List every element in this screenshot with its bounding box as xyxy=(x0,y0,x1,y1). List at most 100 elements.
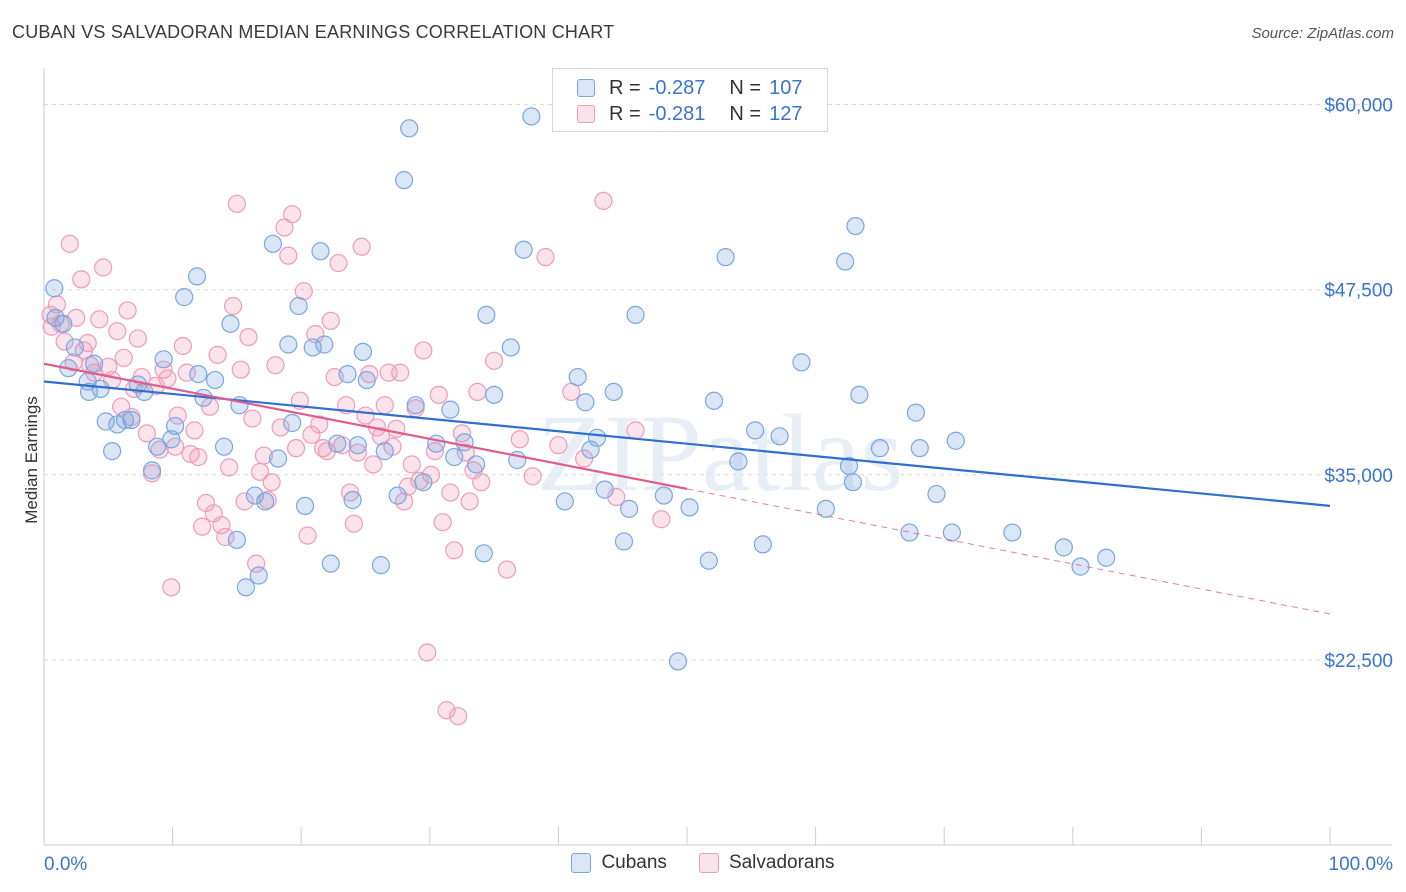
cubans-point xyxy=(175,288,194,307)
cubans-point xyxy=(154,350,173,369)
cubans-point xyxy=(245,486,265,505)
cubans-point xyxy=(1003,523,1022,542)
salvadorans-point xyxy=(193,517,212,536)
cubans-point xyxy=(753,535,772,554)
cubans-point xyxy=(315,335,334,354)
cubans-point xyxy=(729,452,748,471)
cubans-point xyxy=(406,396,425,415)
salvadorans-trend-line xyxy=(43,362,688,490)
salvadorans-point xyxy=(189,447,208,467)
cubans-point xyxy=(927,484,946,504)
salvadorans-point xyxy=(575,449,594,468)
salvadorans-point xyxy=(275,218,294,237)
n-value: 107 xyxy=(769,76,803,99)
salvadorans-point xyxy=(247,554,266,573)
salvadorans-point xyxy=(279,246,298,265)
cubans-point xyxy=(189,365,208,384)
salvadorans-point xyxy=(243,409,262,428)
cubans-point xyxy=(816,499,835,518)
salvadorans-point xyxy=(235,492,254,511)
cubans-point xyxy=(522,107,541,126)
legend-swatch-cubans xyxy=(571,853,592,873)
cubans-point xyxy=(836,252,855,271)
y-tick-label: $22,500 xyxy=(1324,651,1393,672)
cubans-point xyxy=(115,410,135,430)
cubans-point xyxy=(148,437,167,456)
y-tick-label: $60,000 xyxy=(1324,96,1393,117)
cubans-point xyxy=(45,279,64,298)
axes xyxy=(43,68,1392,846)
cubans-point xyxy=(746,421,765,440)
cubans-point xyxy=(279,335,298,354)
cubans-point xyxy=(1054,538,1073,557)
cubans-point xyxy=(846,216,865,236)
cubans-point xyxy=(654,486,673,505)
x-tick-labels: 0.0% 100.0% xyxy=(44,854,1393,875)
cubans-point xyxy=(166,416,185,436)
salvadorans-point xyxy=(414,341,433,360)
salvadorans-point xyxy=(227,194,246,213)
cubans-point xyxy=(65,338,84,357)
chart-title: CUBAN VS SALVADORAN MEDIAN EARNINGS CORR… xyxy=(12,22,615,42)
cubans-point xyxy=(555,492,574,511)
salvadorans-point xyxy=(108,322,127,341)
series-legend: Cubans Salvadorans xyxy=(0,852,1406,874)
salvadorans-point xyxy=(212,516,231,535)
cubans-point xyxy=(501,338,520,357)
legend-row-salvadorans: R = -0.281 N = 127 xyxy=(577,101,802,127)
salvadorans-point xyxy=(271,418,290,437)
cubans-point xyxy=(263,234,283,253)
cubans-point xyxy=(843,473,862,492)
salvadorans-point xyxy=(114,348,133,367)
salvadorans-point xyxy=(352,237,371,256)
cubans-point xyxy=(303,338,322,357)
cubans-point xyxy=(441,400,460,419)
salvadorans-point xyxy=(283,205,302,224)
salvadorans-point xyxy=(90,310,109,329)
cubans-point xyxy=(295,496,315,516)
salvadorans-point xyxy=(220,458,239,477)
x-tick-label: 0.0% xyxy=(44,854,87,875)
cubans-point xyxy=(79,382,99,401)
salvadorans-point xyxy=(626,421,645,440)
salvadorans-point xyxy=(286,439,306,458)
salvadorans-point xyxy=(429,385,448,404)
cubans-point xyxy=(680,498,699,517)
salvadorans-point xyxy=(460,492,479,511)
cubans-point xyxy=(122,410,141,430)
cubans-point xyxy=(870,439,890,458)
salvadorans-point xyxy=(168,406,187,425)
salvadorans-point xyxy=(177,363,196,382)
salvadorans-point xyxy=(344,514,364,533)
n-value: 127 xyxy=(769,102,803,125)
cubans-point xyxy=(214,437,234,456)
salvadorans-point xyxy=(150,440,169,459)
cubans-point xyxy=(394,171,414,190)
cubans-point xyxy=(375,442,394,461)
y-tick-label: $35,000 xyxy=(1324,466,1393,487)
r-value: -0.281 xyxy=(648,102,706,125)
cubans-point xyxy=(311,242,330,261)
salvadorans-point xyxy=(549,436,568,455)
salvadorans-point xyxy=(310,415,329,434)
salvadorans-point xyxy=(137,424,156,443)
salvadorans-point xyxy=(266,356,285,375)
cubans-point xyxy=(792,353,811,372)
cubans-point xyxy=(205,370,225,390)
cubans-point xyxy=(477,305,496,324)
salvadorans-point xyxy=(329,253,348,273)
cubans-point xyxy=(474,544,493,563)
cubans-point xyxy=(328,434,347,453)
r-value: -0.287 xyxy=(648,76,706,99)
salvadorans-point xyxy=(364,455,383,474)
cubans-point xyxy=(626,305,645,324)
salvadorans-point xyxy=(391,363,410,382)
salvadorans-point xyxy=(594,191,613,210)
salvadorans-point xyxy=(425,442,445,461)
trend-lines xyxy=(43,362,1331,615)
cubans-point xyxy=(54,314,73,333)
salvadorans-point xyxy=(185,421,204,440)
salvadorans-point xyxy=(371,427,391,446)
salvadorans-point xyxy=(317,442,337,461)
